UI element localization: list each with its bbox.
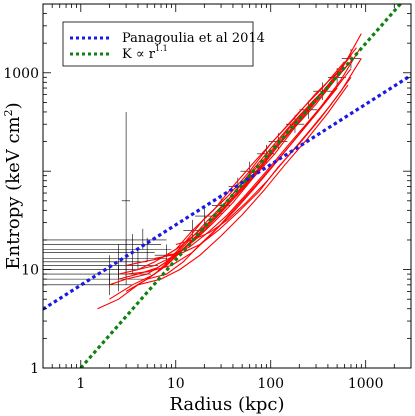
legend: Panagoulia et al 2014 K ∝ r1.1 (62, 21, 265, 67)
fit-line-panagoulia (43, 74, 411, 311)
ticks-layer: 1 10 100 1000 1 10 1000 (3, 3, 412, 392)
y-tick-label-0: 1 (30, 361, 39, 377)
y-tick-label-1: 10 (21, 263, 39, 279)
plot-frame (42, 3, 412, 369)
legend-box (62, 21, 254, 67)
profile-line-13 (175, 76, 352, 246)
legend-label-power-law-sup: 1.1 (155, 44, 168, 53)
fit-line-power-law (79, 4, 403, 368)
x-tick-label-3: 1000 (348, 376, 384, 392)
legend-label-power-law: K ∝ r1.1 (122, 44, 168, 62)
x-tick-label-1: 10 (167, 376, 185, 392)
x-axis-label: Radius (kpc) (169, 394, 284, 415)
y-axis-label-close: ) (3, 102, 24, 109)
y-axis-label-sup: 2 (2, 109, 15, 116)
y-axis-label-main: Entropy (keV cm (3, 116, 24, 269)
x-tick-label-2: 100 (257, 376, 284, 392)
y-axis-label: Entropy (keV cm2) (2, 102, 24, 269)
legend-label-power-law-main: K ∝ r (122, 47, 156, 62)
legend-label-panagoulia: Panagoulia et al 2014 (122, 31, 265, 46)
x-tick-label-0: 1 (76, 376, 85, 392)
plot-area (43, 4, 411, 368)
fits-layer (43, 4, 411, 368)
profile-line-10 (137, 84, 349, 286)
profile-line-1 (118, 61, 346, 275)
profile-line-0 (109, 47, 357, 286)
profile-line-9 (126, 49, 360, 275)
y-tick-label-2: 1000 (3, 66, 39, 82)
